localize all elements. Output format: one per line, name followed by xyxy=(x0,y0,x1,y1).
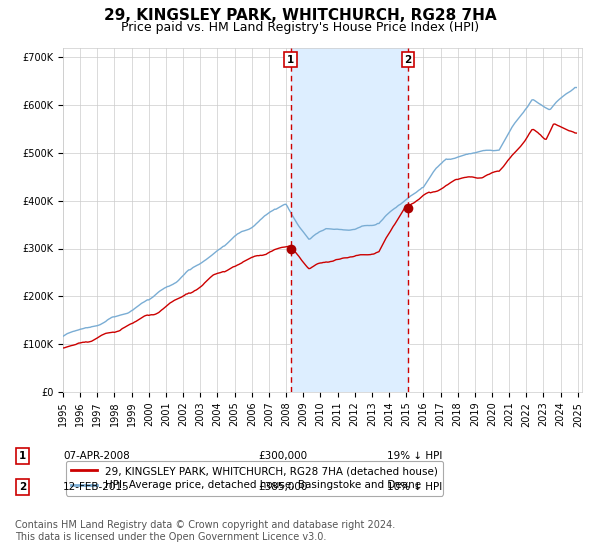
Text: £300,000: £300,000 xyxy=(258,451,307,461)
Text: 10% ↓ HPI: 10% ↓ HPI xyxy=(387,482,442,492)
Text: £385,000: £385,000 xyxy=(258,482,307,492)
Legend: 29, KINGSLEY PARK, WHITCHURCH, RG28 7HA (detached house), HPI: Average price, de: 29, KINGSLEY PARK, WHITCHURCH, RG28 7HA … xyxy=(65,461,443,496)
Text: 07-APR-2008: 07-APR-2008 xyxy=(63,451,130,461)
Text: Price paid vs. HM Land Registry's House Price Index (HPI): Price paid vs. HM Land Registry's House … xyxy=(121,21,479,34)
Text: Contains HM Land Registry data © Crown copyright and database right 2024.: Contains HM Land Registry data © Crown c… xyxy=(15,520,395,530)
Text: This data is licensed under the Open Government Licence v3.0.: This data is licensed under the Open Gov… xyxy=(15,532,326,542)
Text: 2: 2 xyxy=(404,54,412,64)
Text: 1: 1 xyxy=(19,451,26,461)
Text: 29, KINGSLEY PARK, WHITCHURCH, RG28 7HA: 29, KINGSLEY PARK, WHITCHURCH, RG28 7HA xyxy=(104,8,496,24)
Bar xyxy=(290,48,408,392)
Text: 1: 1 xyxy=(287,54,294,64)
Text: 19% ↓ HPI: 19% ↓ HPI xyxy=(387,451,442,461)
Text: 12-FEB-2015: 12-FEB-2015 xyxy=(63,482,130,492)
Text: 2: 2 xyxy=(19,482,26,492)
